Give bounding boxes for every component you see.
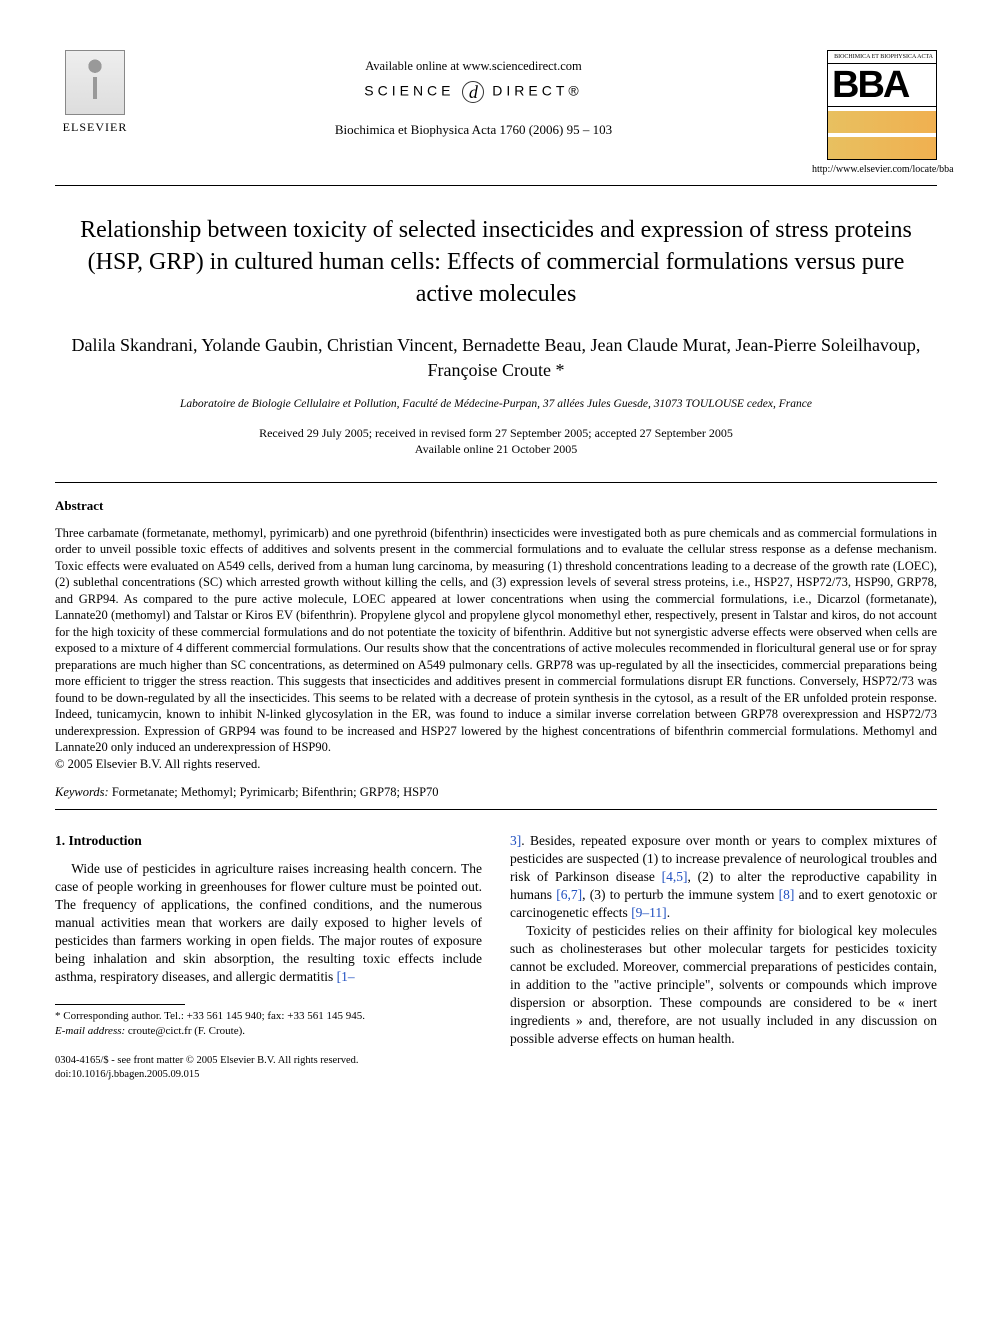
page-header: ELSEVIER Available online at www.science… <box>55 50 937 177</box>
abstract-copyright: © 2005 Elsevier B.V. All rights reserved… <box>55 757 260 771</box>
footnote-separator <box>55 1004 185 1005</box>
body-columns: 1. Introduction Wide use of pesticides i… <box>55 832 937 1082</box>
sd-left: SCIENCE <box>364 83 454 99</box>
abstract-body: Three carbamate (formetanate, methomyl, … <box>55 525 937 773</box>
corr-author-line: * Corresponding author. Tel.: +33 561 14… <box>55 1009 482 1024</box>
pre-abstract-rule <box>55 482 937 483</box>
intro-para-1-right: 3]. Besides, repeated exposure over mont… <box>510 832 937 922</box>
doi-line: doi:10.1016/j.bbagen.2005.09.015 <box>55 1068 482 1082</box>
affiliation: Laboratoire de Biologie Cellulaire et Po… <box>55 397 937 413</box>
citation-5[interactable]: [9–11] <box>631 905 667 920</box>
intro-para-1-left: Wide use of pesticides in agriculture ra… <box>55 860 482 986</box>
elsevier-tree-icon <box>65 50 125 115</box>
cover-art <box>828 107 936 159</box>
email-line: E-mail address: croute@cict.fr (F. Crout… <box>55 1024 482 1039</box>
citation-3[interactable]: [6,7] <box>556 887 582 902</box>
intro-heading: 1. Introduction <box>55 832 482 850</box>
keywords-label: Keywords: <box>55 785 109 799</box>
left-column: 1. Introduction Wide use of pesticides i… <box>55 832 482 1082</box>
author-list: Dalila Skandrani, Yolande Gaubin, Christ… <box>55 333 937 383</box>
online-date: Available online 21 October 2005 <box>55 441 937 458</box>
front-matter-line: 0304-4165/$ - see front matter © 2005 El… <box>55 1054 482 1068</box>
email-address: croute@cict.fr (F. Croute). <box>128 1025 245 1037</box>
citation-4[interactable]: [8] <box>779 887 795 902</box>
keywords-list: Formetanate; Methomyl; Pyrimicarb; Bifen… <box>112 785 439 799</box>
journal-url: http://www.elsevier.com/locate/bba <box>812 163 937 177</box>
publisher-name: ELSEVIER <box>63 119 128 135</box>
header-rule <box>55 185 937 186</box>
article-dates: Received 29 July 2005; received in revis… <box>55 425 937 459</box>
available-online-text: Available online at www.sciencedirect.co… <box>135 58 812 75</box>
cover-subtitle: BIOCHIMICA ET BIOPHYSICA ACTA <box>828 51 936 64</box>
received-date: Received 29 July 2005; received in revis… <box>55 425 937 442</box>
abstract-heading: Abstract <box>55 497 937 515</box>
intro-para-2: Toxicity of pesticides relies on their a… <box>510 922 937 1048</box>
sd-at-icon: d <box>462 81 484 103</box>
post-abstract-rule <box>55 809 937 810</box>
cover-logo: BBA <box>828 64 936 107</box>
bottom-metadata: 0304-4165/$ - see front matter © 2005 El… <box>55 1054 482 1081</box>
header-center: Available online at www.sciencedirect.co… <box>135 50 812 138</box>
journal-reference: Biochimica et Biophysica Acta 1760 (2006… <box>135 121 812 139</box>
journal-cover: BIOCHIMICA ET BIOPHYSICA ACTA BBA <box>827 50 937 160</box>
article-title: Relationship between toxicity of selecte… <box>75 214 917 311</box>
citation-1b[interactable]: 3] <box>510 833 521 848</box>
corresponding-footnote: * Corresponding author. Tel.: +33 561 14… <box>55 1009 482 1039</box>
citation-2[interactable]: [4,5] <box>662 869 688 884</box>
science-direct-logo: SCIENCE d DIRECT® <box>135 81 812 103</box>
journal-cover-block: BIOCHIMICA ET BIOPHYSICA ACTA BBA http:/… <box>812 50 937 177</box>
abstract-text: Three carbamate (formetanate, methomyl, … <box>55 526 937 755</box>
right-column: 3]. Besides, repeated exposure over mont… <box>510 832 937 1082</box>
publisher-logo: ELSEVIER <box>55 50 135 140</box>
citation-1[interactable]: [1– <box>337 969 355 984</box>
sd-right: DIRECT® <box>492 83 582 99</box>
keywords-line: Keywords: Formetanate; Methomyl; Pyrimic… <box>55 784 937 801</box>
email-label: E-mail address: <box>55 1025 125 1037</box>
